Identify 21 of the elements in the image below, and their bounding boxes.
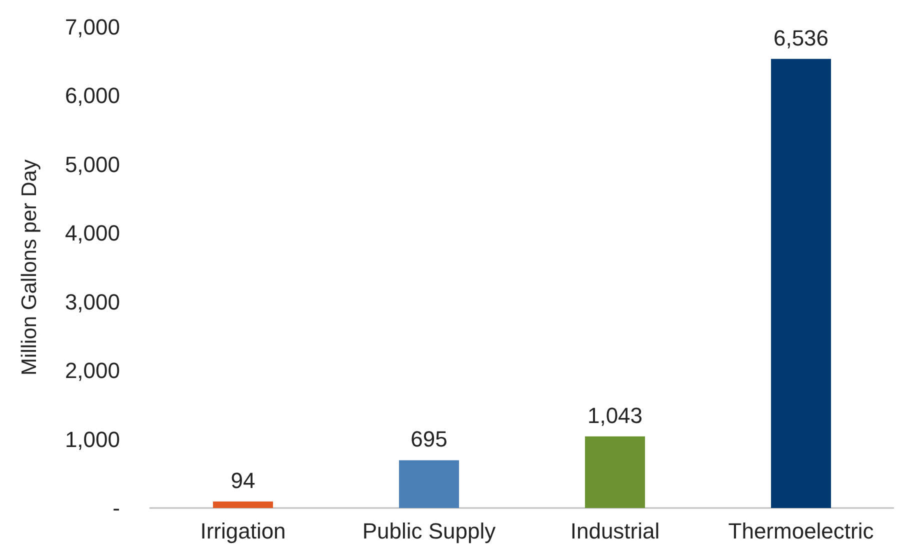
y-tick-label: 5,000 <box>64 152 120 177</box>
y-tick-label: 1,000 <box>64 426 120 452</box>
y-tick-label: 4,000 <box>64 220 120 246</box>
y-tick-label: 7,000 <box>64 14 120 40</box>
data-label: 695 <box>410 426 448 452</box>
bar <box>213 502 273 508</box>
y-tick-label: 3,000 <box>64 289 120 314</box>
x-tick-label: Industrial <box>570 518 660 544</box>
data-label: 94 <box>230 468 256 494</box>
data-label: 6,536 <box>773 25 829 50</box>
data-label: 1,043 <box>587 402 643 428</box>
y-axis-title: Million Gallons per Day <box>18 159 41 376</box>
bar <box>771 58 831 508</box>
x-tick-label: Irrigation <box>200 518 286 544</box>
y-tick-label: - <box>112 496 120 520</box>
y-tick-label: 6,000 <box>64 83 120 108</box>
y-tick-label: 2,000 <box>64 358 120 384</box>
bar <box>399 460 459 508</box>
x-tick-label: Public Supply <box>362 518 496 544</box>
x-tick-label: Thermoelectric <box>728 518 874 544</box>
bar <box>585 436 645 508</box>
